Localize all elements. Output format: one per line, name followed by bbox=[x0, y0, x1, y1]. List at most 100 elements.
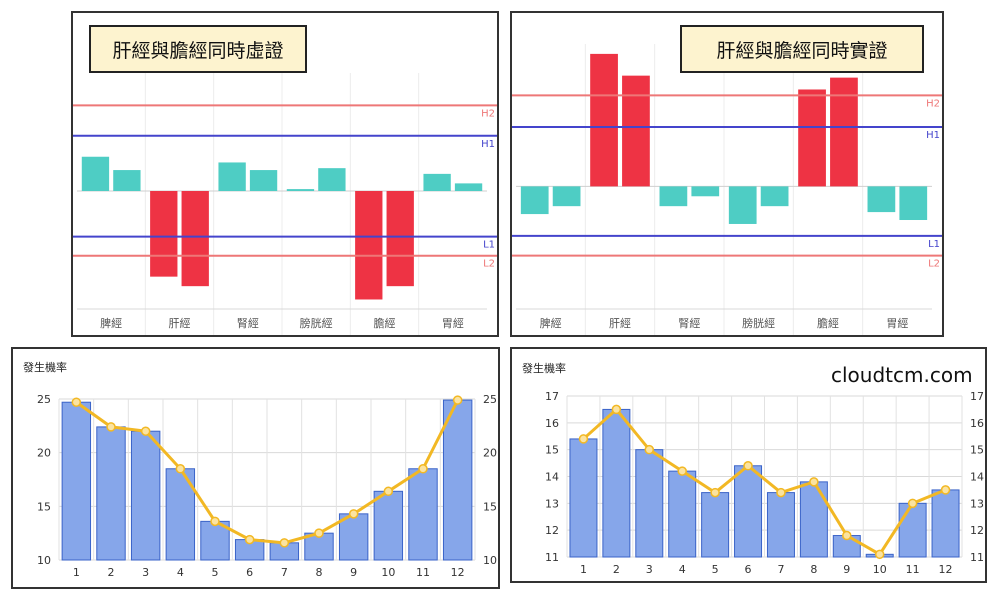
x-tick-label: 1 bbox=[580, 563, 587, 576]
brand-watermark: cloudtcm.com bbox=[831, 363, 973, 387]
threshold-label: L1 bbox=[928, 239, 940, 250]
y-tick-label: 10 bbox=[37, 554, 51, 567]
threshold-label: L2 bbox=[928, 259, 940, 270]
x-tick-label: 5 bbox=[712, 563, 719, 576]
trend-point bbox=[348, 509, 359, 519]
trend-point bbox=[140, 426, 151, 436]
trend-point bbox=[175, 464, 186, 474]
meridian-bar bbox=[899, 186, 928, 221]
y-tick-label: 14 bbox=[545, 471, 559, 484]
y-tick-label-right: 15 bbox=[970, 444, 984, 457]
trend-point bbox=[743, 461, 753, 471]
trend-point bbox=[907, 498, 918, 509]
probability-bar bbox=[931, 489, 960, 558]
trend-point bbox=[809, 477, 819, 487]
x-tick-label: 4 bbox=[177, 566, 184, 579]
threshold-label: H2 bbox=[926, 98, 940, 109]
trend-point bbox=[940, 485, 951, 495]
probability-bar bbox=[61, 401, 92, 561]
y-tick-label-right: 25 bbox=[483, 393, 497, 406]
y-tick-label-right: 14 bbox=[970, 471, 984, 484]
trend-point bbox=[418, 464, 428, 474]
x-tick-label: 6 bbox=[745, 563, 752, 576]
meridian-bar bbox=[355, 191, 383, 300]
meridian-bar bbox=[760, 186, 789, 207]
meridian-bar bbox=[454, 183, 483, 191]
x-tick-label: 3 bbox=[646, 563, 653, 576]
threshold-label: L1 bbox=[483, 240, 495, 251]
meridian-bar bbox=[150, 191, 178, 277]
threshold-label: H2 bbox=[481, 108, 495, 119]
meridian-bar bbox=[552, 186, 581, 207]
x-tick-label: 6 bbox=[246, 566, 253, 579]
y-tick-label-right: 17 bbox=[970, 390, 984, 403]
trend-point bbox=[776, 487, 786, 498]
x-tick-label: 7 bbox=[281, 566, 288, 579]
meridian-bar bbox=[218, 162, 246, 191]
probability-bar bbox=[602, 408, 631, 558]
y-tick-label: 13 bbox=[545, 497, 559, 510]
y-tick-label-right: 15 bbox=[483, 500, 497, 513]
y-tick-label-right: 11 bbox=[970, 551, 984, 564]
trend-point bbox=[383, 486, 394, 497]
probability-axis-label: 發生機率 bbox=[522, 362, 566, 375]
y-tick-label-right: 13 bbox=[970, 497, 984, 510]
meridian-bar bbox=[830, 77, 858, 187]
trend-point bbox=[611, 404, 622, 415]
probability-bar bbox=[569, 438, 598, 558]
probability-axis-label: 發生機率 bbox=[23, 361, 67, 374]
meridian-bar bbox=[249, 170, 278, 191]
x-tick-label: 2 bbox=[613, 563, 620, 576]
probability-bar bbox=[373, 490, 404, 561]
x-tick-label: 9 bbox=[350, 566, 357, 579]
threshold-label: H1 bbox=[926, 130, 940, 141]
y-tick-label: 16 bbox=[545, 417, 559, 430]
probability-bar bbox=[635, 449, 664, 558]
x-tick-label: 8 bbox=[316, 566, 323, 579]
category-label: 肝經 bbox=[169, 316, 191, 330]
y-tick-label: 15 bbox=[545, 444, 559, 457]
category-label: 膽經 bbox=[817, 316, 839, 330]
trend-point bbox=[677, 466, 687, 476]
meridian-bar bbox=[590, 53, 618, 187]
meridian-bar bbox=[622, 75, 650, 187]
probability-chart-panel-1: 發生機率 10 10 15 15 20 20 25 25 1 2 3 4 5 6 7 8 9 10 11 12 bbox=[11, 347, 500, 589]
trend-line bbox=[75, 399, 460, 545]
x-tick-label: 11 bbox=[416, 566, 430, 579]
y-tick-label: 15 bbox=[37, 500, 51, 513]
meridian-bar bbox=[286, 189, 315, 191]
trend-point bbox=[106, 422, 116, 432]
x-tick-label: 10 bbox=[381, 566, 395, 579]
meridian-bar bbox=[867, 186, 896, 213]
trend-line bbox=[582, 407, 947, 557]
trend-point bbox=[210, 516, 220, 527]
probability-bar bbox=[766, 492, 795, 558]
y-tick-label-right: 20 bbox=[483, 447, 497, 460]
probability-bar bbox=[898, 502, 927, 558]
probability-bar bbox=[701, 492, 730, 558]
x-tick-label: 10 bbox=[873, 563, 887, 576]
category-label: 胃經 bbox=[886, 316, 908, 330]
probability-bar bbox=[734, 465, 763, 558]
trend-point bbox=[578, 434, 589, 444]
excess-chart-title: 肝經與膽經同時實證 bbox=[680, 25, 924, 73]
probability-chart-panel-2: 發生機率 cloudtcm.com 11 11 12 12 13 13 14 14 15 15 16… bbox=[510, 347, 987, 583]
probability-bar bbox=[130, 430, 161, 561]
y-tick-label-right: 12 bbox=[970, 524, 984, 537]
excess-chart-panel: H2 H1 L1 L2 脾經 肝經 腎經 膀胱經 膽經 胃經 肝經與膽經同時實證 bbox=[510, 11, 944, 337]
x-tick-label: 12 bbox=[451, 566, 465, 579]
x-tick-label: 1 bbox=[73, 566, 80, 579]
trend-point bbox=[452, 395, 463, 405]
trend-point bbox=[842, 530, 852, 541]
probability-bar bbox=[96, 426, 126, 561]
meridian-bar bbox=[113, 170, 141, 191]
trend-point bbox=[244, 534, 255, 545]
probability-bar bbox=[338, 513, 369, 561]
x-tick-label: 8 bbox=[810, 563, 817, 576]
y-tick-label: 17 bbox=[545, 390, 559, 403]
meridian-bar bbox=[81, 156, 110, 191]
x-tick-label: 2 bbox=[108, 566, 115, 579]
probability-bar bbox=[799, 481, 828, 558]
meridian-bar bbox=[386, 191, 414, 287]
category-label: 腎經 bbox=[678, 316, 700, 330]
